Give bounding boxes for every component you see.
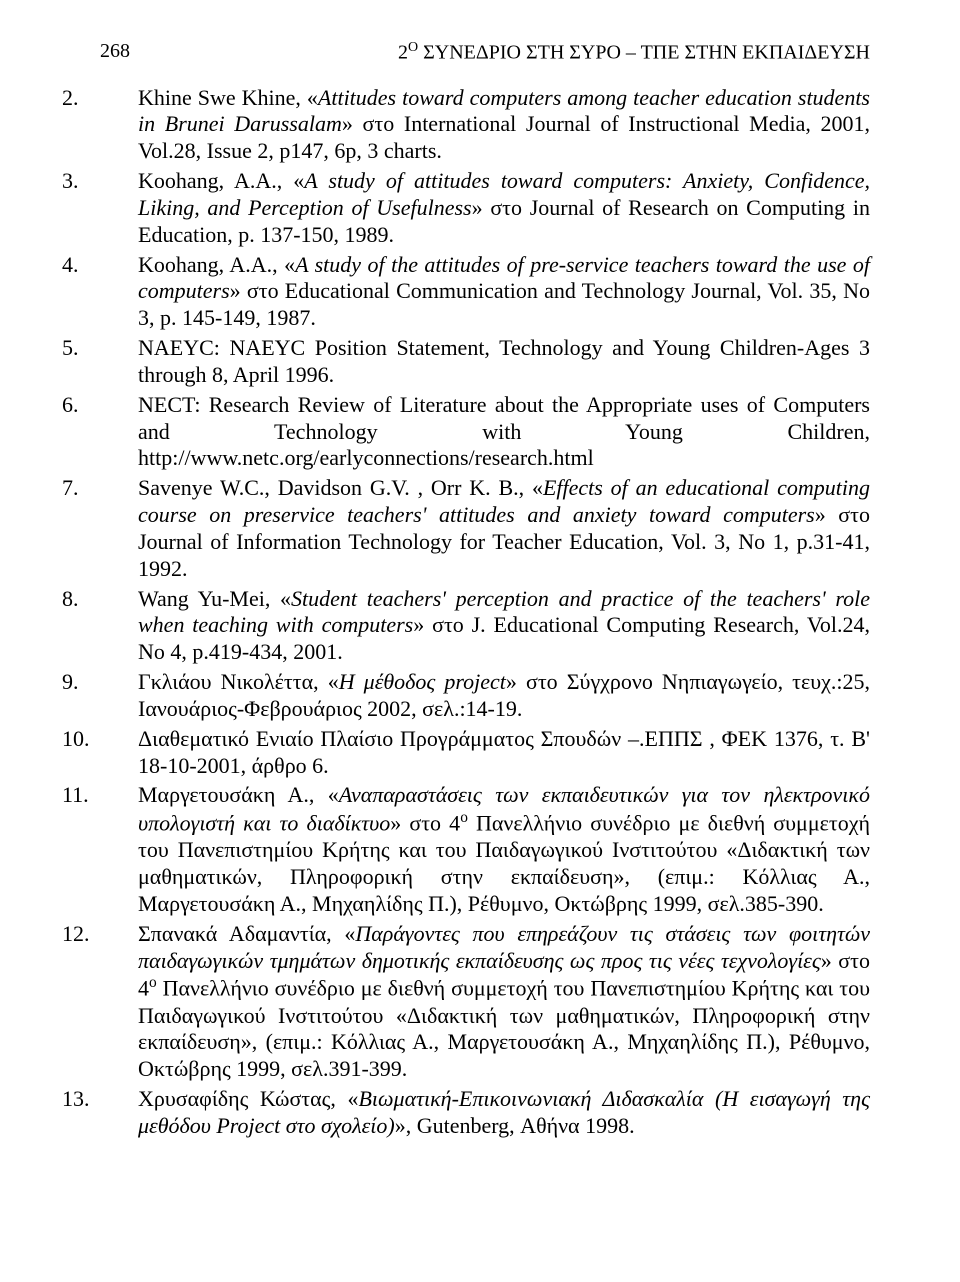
- reference-item: 2.Khine Swe Khine, «Attitudes toward com…: [100, 85, 870, 165]
- reference-text: 7.Savenye W.C., Davidson G.V. , Orr K. B…: [100, 475, 870, 582]
- reference-item: 11.Μαργετουσάκη Α., «Αναπαραστάσεις των …: [100, 782, 870, 917]
- reference-text: 13.Χρυσαφίδης Κώστας, «Βιωματική-Επικοιν…: [100, 1086, 870, 1140]
- reference-item: 10.Διαθεματικό Ενιαίο Πλαίσιο Προγράμματ…: [100, 726, 870, 780]
- reference-number: 11.: [100, 782, 138, 809]
- reference-text: 6.NECT: Research Review of Literature ab…: [100, 392, 870, 472]
- reference-text: 5.NAEYC: NAEYC Position Statement, Techn…: [100, 335, 870, 389]
- reference-list: 2.Khine Swe Khine, «Attitudes toward com…: [100, 85, 870, 1140]
- reference-number: 3.: [100, 168, 138, 195]
- reference-item: 5.NAEYC: NAEYC Position Statement, Techn…: [100, 335, 870, 389]
- running-title-prefix: 2: [398, 42, 408, 64]
- reference-text: 2.Khine Swe Khine, «Attitudes toward com…: [100, 85, 870, 165]
- reference-text: 3.Koohang, A.A., «A study of attitudes t…: [100, 168, 870, 248]
- reference-text: 12.Σπανακά Αδαμαντία, «Παράγοντες που επ…: [100, 921, 870, 1083]
- reference-number: 2.: [100, 85, 138, 112]
- reference-number: 7.: [100, 475, 138, 502]
- reference-text: 10.Διαθεματικό Ενιαίο Πλαίσιο Προγράμματ…: [100, 726, 870, 780]
- reference-text: 11.Μαργετουσάκη Α., «Αναπαραστάσεις των …: [100, 782, 870, 917]
- page-number: 268: [100, 40, 130, 65]
- running-title-rest: ΣΥΝΕΔΡΙΟ ΣΤΗ ΣΥΡΟ – ΤΠΕ ΣΤΗΝ ΕΚΠΑΙΔΕΥΣΗ: [418, 42, 870, 64]
- running-title: 2Ο ΣΥΝΕΔΡΙΟ ΣΤΗ ΣΥΡΟ – ΤΠΕ ΣΤΗΝ ΕΚΠΑΙΔΕΥ…: [398, 40, 870, 65]
- page-header: 268 2Ο ΣΥΝΕΔΡΙΟ ΣΤΗ ΣΥΡΟ – ΤΠΕ ΣΤΗΝ ΕΚΠΑ…: [100, 40, 870, 65]
- reference-item: 4.Koohang, A.A., «A study of the attitud…: [100, 252, 870, 332]
- reference-item: 6.NECT: Research Review of Literature ab…: [100, 392, 870, 472]
- reference-item: 12.Σπανακά Αδαμαντία, «Παράγοντες που επ…: [100, 921, 870, 1083]
- reference-item: 13.Χρυσαφίδης Κώστας, «Βιωματική-Επικοιν…: [100, 1086, 870, 1140]
- running-title-super: Ο: [408, 40, 418, 55]
- reference-number: 5.: [100, 335, 138, 362]
- reference-text: 8.Wang Yu-Mei, «Student teachers' percep…: [100, 586, 870, 666]
- reference-item: 8.Wang Yu-Mei, «Student teachers' percep…: [100, 586, 870, 666]
- reference-number: 12.: [100, 921, 138, 948]
- reference-item: 3.Koohang, A.A., «A study of attitudes t…: [100, 168, 870, 248]
- reference-item: 7.Savenye W.C., Davidson G.V. , Orr K. B…: [100, 475, 870, 582]
- reference-item: 9.Γκλιάου Νικολέττα, «Η μέθοδος project»…: [100, 669, 870, 723]
- reference-number: 9.: [100, 669, 138, 696]
- reference-number: 13.: [100, 1086, 138, 1113]
- reference-number: 4.: [100, 252, 138, 279]
- reference-text: 4.Koohang, A.A., «A study of the attitud…: [100, 252, 870, 332]
- reference-number: 10.: [100, 726, 138, 753]
- page: 268 2Ο ΣΥΝΕΔΡΙΟ ΣΤΗ ΣΥΡΟ – ΤΠΕ ΣΤΗΝ ΕΚΠΑ…: [0, 0, 960, 1183]
- reference-number: 6.: [100, 392, 138, 419]
- reference-text: 9.Γκλιάου Νικολέττα, «Η μέθοδος project»…: [100, 669, 870, 723]
- reference-number: 8.: [100, 586, 138, 613]
